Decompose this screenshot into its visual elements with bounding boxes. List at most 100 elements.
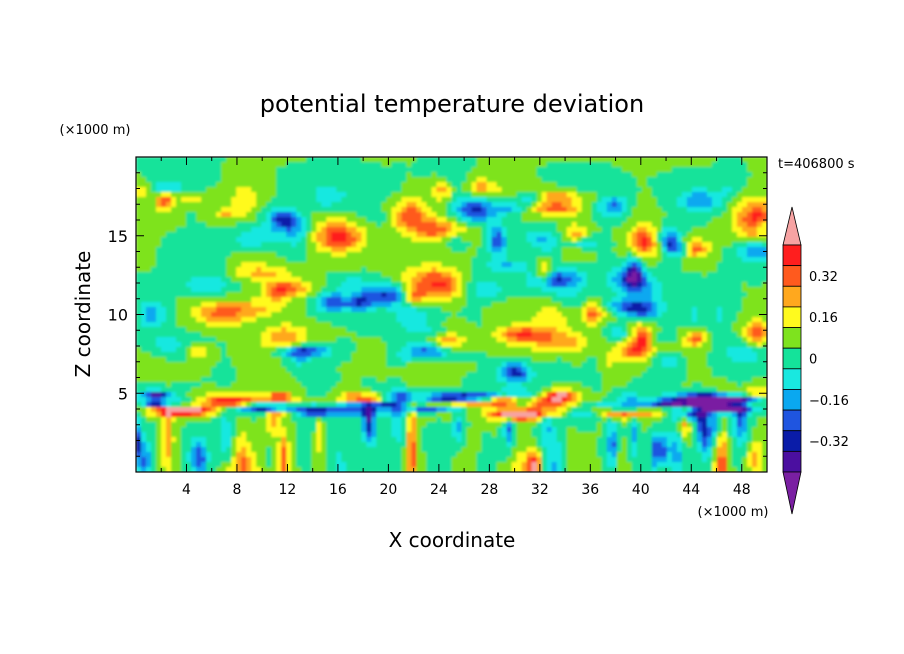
heatmap-cell [346, 292, 352, 298]
heatmap-cell [156, 207, 162, 213]
heatmap-cell [276, 227, 282, 233]
heatmap-cell [241, 197, 247, 203]
heatmap-cell [406, 332, 413, 338]
heatmap-cell [486, 332, 493, 338]
heatmap-cell [536, 272, 543, 278]
heatmap-cell [191, 222, 197, 228]
heatmap-cell [731, 297, 738, 303]
heatmap-cell [696, 157, 703, 163]
heatmap-cell [321, 187, 327, 193]
heatmap-cell [386, 342, 393, 348]
heatmap-cell [411, 342, 418, 348]
heatmap-cell [731, 342, 738, 348]
heatmap-cell [251, 302, 257, 308]
heatmap-cell [221, 167, 227, 173]
heatmap-cell [631, 292, 638, 298]
heatmap-cell [411, 317, 418, 323]
heatmap-cell [431, 257, 438, 263]
heatmap-cell [406, 217, 413, 223]
heatmap-cell [271, 267, 277, 273]
heatmap-cell [426, 187, 433, 193]
heatmap-cell [671, 212, 678, 218]
heatmap-cell [531, 237, 538, 243]
heatmap-cell [186, 217, 192, 223]
heatmap-cell [731, 162, 738, 168]
heatmap-cell [611, 157, 618, 163]
heatmap-cell [406, 307, 413, 313]
heatmap-cell [651, 292, 658, 298]
heatmap-cell [236, 317, 242, 323]
heatmap-cell [661, 222, 668, 228]
heatmap-cell [496, 262, 503, 268]
heatmap-cell [401, 172, 408, 178]
heatmap-cell [561, 252, 568, 258]
heatmap-cell [471, 187, 478, 193]
heatmap-cell [176, 312, 182, 318]
heatmap-cell [181, 327, 187, 333]
heatmap-cell [151, 332, 157, 338]
heatmap-cell [136, 282, 142, 288]
heatmap-cell [546, 342, 553, 348]
heatmap-cell [201, 292, 207, 298]
heatmap-cell [611, 272, 618, 278]
heatmap-cell [576, 252, 583, 258]
heatmap-cell [646, 197, 653, 203]
heatmap-cell [321, 292, 327, 298]
heatmap-cell [206, 272, 212, 278]
heatmap-cell [666, 292, 673, 298]
heatmap-cell [651, 167, 658, 173]
heatmap-cell [581, 332, 588, 338]
heatmap-cell [501, 222, 508, 228]
heatmap-cell [746, 292, 753, 298]
heatmap-cell [726, 302, 733, 308]
heatmap-cell [496, 322, 503, 328]
heatmap-cell [151, 247, 157, 253]
heatmap-cell [621, 192, 628, 198]
heatmap-cell [461, 167, 468, 173]
heatmap-cell [346, 167, 352, 173]
heatmap-cell [316, 182, 322, 188]
heatmap-cell [541, 272, 548, 278]
heatmap-cell [661, 187, 668, 193]
heatmap-cell [296, 342, 302, 348]
heatmap-cell [416, 182, 423, 188]
heatmap-cell [396, 187, 403, 193]
heatmap-cell [141, 167, 147, 173]
heatmap-cell [586, 262, 593, 268]
heatmap-cell [401, 182, 408, 188]
heatmap-cell [581, 267, 588, 273]
heatmap-cell [576, 257, 583, 263]
heatmap-cell [686, 162, 693, 168]
heatmap-cell [716, 167, 723, 173]
heatmap-cell [241, 267, 247, 273]
heatmap-cell [636, 322, 643, 328]
heatmap-cell [541, 222, 548, 228]
heatmap-cell [161, 197, 167, 203]
heatmap-cell [736, 327, 743, 333]
heatmap-cell [421, 327, 428, 333]
heatmap-cell [431, 227, 438, 233]
heatmap-cell [216, 202, 222, 208]
heatmap-cell [496, 292, 503, 298]
heatmap-cell [211, 212, 217, 218]
heatmap-cell [601, 317, 608, 323]
heatmap-cell [566, 252, 573, 258]
heatmap-cell [586, 237, 593, 243]
heatmap-cell [406, 302, 413, 308]
heatmap-cell [741, 162, 748, 168]
heatmap-cell [586, 267, 593, 273]
heatmap-cell [536, 187, 543, 193]
heatmap-cell [581, 337, 588, 343]
heatmap-cell [331, 222, 337, 228]
heatmap-cell [476, 302, 483, 308]
heatmap-cell [201, 242, 207, 248]
heatmap-cell [661, 287, 668, 293]
heatmap-cell [321, 177, 327, 183]
heatmap-cell [576, 342, 583, 348]
heatmap-cell [216, 277, 222, 283]
heatmap-cell [161, 347, 167, 353]
heatmap-cell [386, 157, 393, 163]
heatmap-cell [551, 267, 558, 273]
heatmap-cell [701, 162, 708, 168]
